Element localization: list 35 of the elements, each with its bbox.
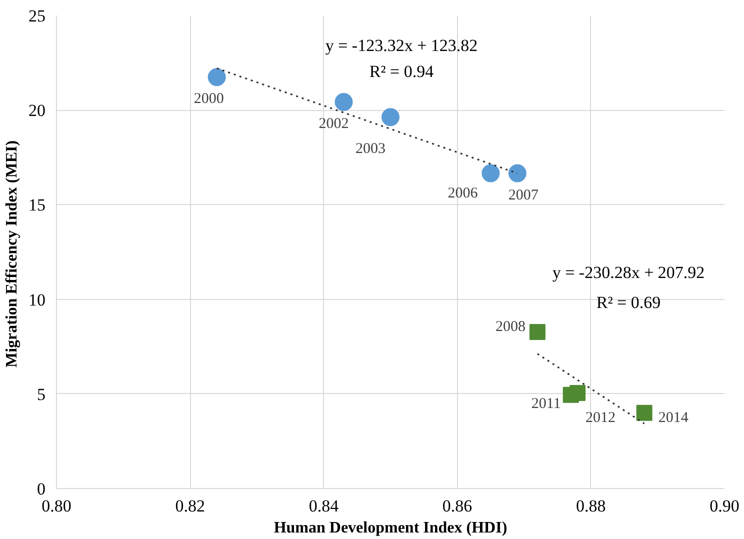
annotation: 2003 (356, 141, 386, 158)
y-tick-label: 20 (28, 101, 46, 120)
x-tick-label: 0.84 (308, 496, 340, 516)
x-tick-label: 0.90 (710, 496, 740, 516)
annotation: y = -230.28x + 207.92 (552, 263, 705, 282)
x-tick-label: 0.86 (442, 496, 472, 516)
annotation: 2007 (508, 187, 539, 204)
point (482, 164, 500, 182)
annotation: 2008 (495, 319, 526, 336)
y-tick-label: 10 (28, 290, 46, 310)
point (636, 404, 652, 421)
y-tick-label: 5 (37, 384, 46, 404)
y-tick-label: 0 (37, 480, 46, 498)
y-tick-label: 15 (28, 196, 46, 215)
y-axis-title: Migration Efficency Index (MEI) (4, 140, 20, 368)
x-tick-label: 0.88 (576, 496, 606, 516)
point (570, 384, 586, 401)
x-tick-label: 0.80 (42, 496, 72, 516)
annotation: R² = 0.69 (596, 293, 661, 312)
annotation: 2002 (318, 116, 349, 132)
point (334, 92, 353, 111)
point (508, 164, 526, 182)
point (208, 68, 226, 86)
annotation: 2006 (448, 185, 478, 202)
annotation: 2012 (586, 410, 616, 426)
annotation: R² = 0.94 (369, 62, 434, 81)
annotation: 2000 (194, 91, 224, 108)
point (529, 324, 546, 340)
point (382, 108, 400, 126)
x-tick-label: 0.82 (175, 496, 205, 516)
y-tick-label: 25 (28, 6, 46, 26)
annotation: y = -123.32x + 123.82 (325, 36, 478, 55)
annotation: 2014 (658, 410, 689, 426)
annotation: 2011 (531, 396, 561, 412)
x-axis-title: Human Development Index (HDI) (274, 520, 508, 536)
